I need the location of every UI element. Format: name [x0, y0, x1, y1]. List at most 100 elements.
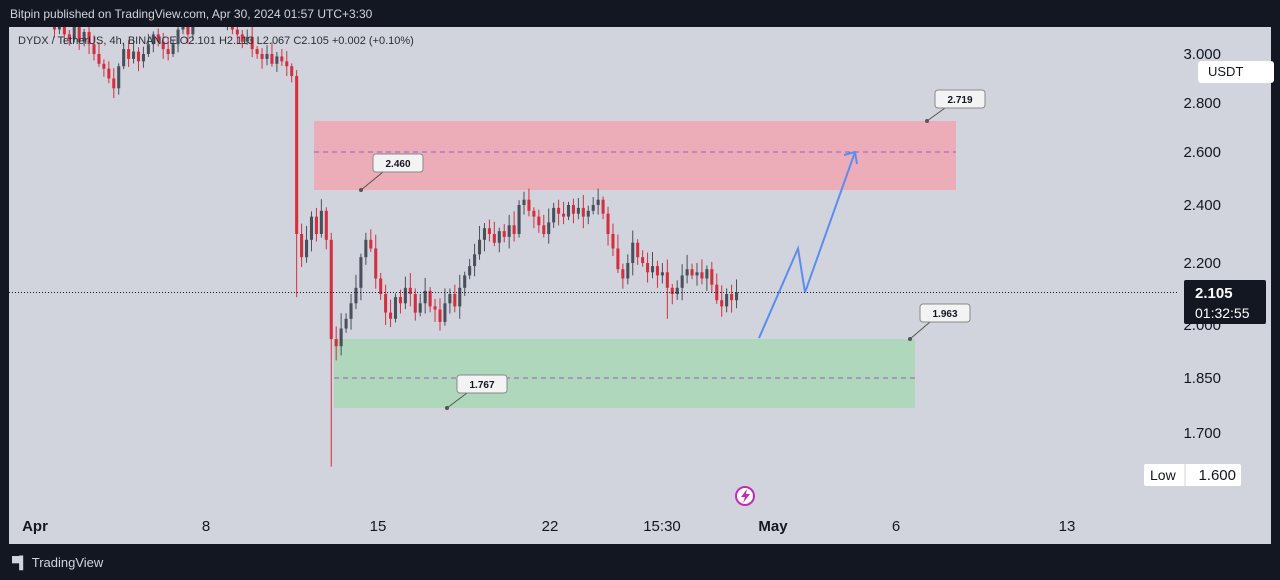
candle	[552, 202, 556, 228]
price-chart[interactable]: 2.719 2.460 1.963 1.767 2.800 2.600 2.400 2.20…	[9, 27, 1271, 544]
candle-body	[482, 228, 486, 240]
candle	[448, 288, 452, 314]
candle-body	[82, 31, 86, 42]
candle-body	[314, 216, 318, 234]
candle-body	[690, 269, 694, 276]
candle	[359, 253, 363, 301]
event-icon[interactable]	[735, 486, 755, 506]
candle-body	[581, 207, 585, 217]
candle-body	[127, 49, 131, 59]
candle	[730, 284, 734, 313]
candle-body	[245, 36, 249, 42]
tradingview-logo-icon: ▀▍	[12, 556, 29, 570]
candle	[675, 280, 679, 300]
last-price-tag-bg	[1184, 280, 1266, 324]
candle-body	[670, 287, 674, 294]
candle-body	[393, 297, 398, 319]
candle	[319, 199, 323, 238]
candle	[309, 211, 314, 252]
support-zone	[334, 339, 915, 408]
candle	[329, 232, 333, 467]
candle	[191, 27, 195, 41]
candle	[735, 279, 739, 309]
candle-body	[680, 275, 684, 288]
x-tick-label: 6	[892, 518, 900, 535]
candle-body	[522, 199, 526, 205]
lightning-icon	[741, 489, 750, 503]
candle	[240, 29, 244, 49]
candle	[527, 188, 531, 217]
candle	[112, 68, 116, 99]
candle	[453, 284, 457, 313]
candle-body	[255, 49, 259, 54]
candle-body	[463, 275, 467, 288]
callout-label: 1.963	[932, 309, 957, 320]
candle-body	[566, 205, 571, 217]
callout-anchor	[925, 119, 929, 123]
candle	[705, 265, 709, 291]
candle	[369, 229, 373, 252]
candle-body	[710, 269, 714, 285]
candle	[680, 264, 684, 301]
candle	[616, 234, 620, 273]
candle	[136, 47, 141, 72]
candle-body	[52, 27, 57, 30]
candle	[77, 27, 81, 50]
candle	[384, 284, 388, 325]
candle-body	[117, 66, 121, 89]
candle-body	[285, 61, 289, 67]
candle	[492, 221, 496, 247]
candle-body	[487, 228, 491, 234]
candle	[176, 27, 180, 53]
candle	[379, 272, 383, 300]
candle	[305, 225, 309, 263]
candle-body	[300, 234, 304, 258]
candle	[171, 39, 175, 57]
candle	[117, 63, 121, 95]
candle	[97, 42, 101, 67]
candle-body	[171, 44, 175, 54]
candle	[695, 263, 699, 286]
candle-body	[730, 294, 734, 301]
candle	[557, 199, 561, 226]
chart-area[interactable]: 2.719 2.460 1.963 1.767 2.800 2.600 2.400 2.20…	[9, 27, 1274, 544]
candle	[576, 198, 580, 220]
y-tick-label: 1.700	[1183, 425, 1221, 442]
x-tick-label: May	[758, 518, 788, 535]
candle-body	[502, 231, 506, 237]
callout-pointer	[446, 392, 468, 409]
candle-body	[725, 294, 729, 307]
candle	[710, 261, 714, 293]
callout-pointer	[360, 171, 384, 191]
candle	[690, 263, 694, 280]
currency-selector[interactable]: USDT	[1198, 61, 1274, 83]
candle-body	[305, 239, 309, 258]
candle	[482, 222, 486, 252]
tradingview-logo[interactable]: ▀▍ TradingView	[12, 555, 103, 570]
candle-body	[344, 318, 348, 329]
candle	[408, 272, 412, 307]
candle-body	[453, 294, 457, 307]
candle-body	[319, 210, 323, 234]
candle-body	[72, 27, 76, 40]
candle	[166, 37, 170, 61]
candle-body	[477, 239, 482, 255]
candle	[87, 27, 91, 54]
projection-arrowhead	[843, 150, 858, 165]
x-tick-label: 22	[542, 518, 559, 535]
candle-body	[735, 292, 739, 301]
candle-body	[631, 242, 635, 263]
price-callout: 1.767	[445, 374, 508, 410]
candle	[122, 43, 126, 70]
candle-body	[240, 34, 244, 42]
candle	[72, 27, 76, 43]
candle-body	[557, 207, 561, 214]
candle	[715, 273, 719, 304]
candle-body	[132, 51, 136, 59]
candle-body	[230, 27, 234, 30]
candle	[393, 293, 398, 323]
candle-body	[591, 205, 595, 211]
candle	[270, 42, 274, 67]
low-label: Low	[1150, 467, 1177, 483]
candle	[596, 188, 600, 215]
